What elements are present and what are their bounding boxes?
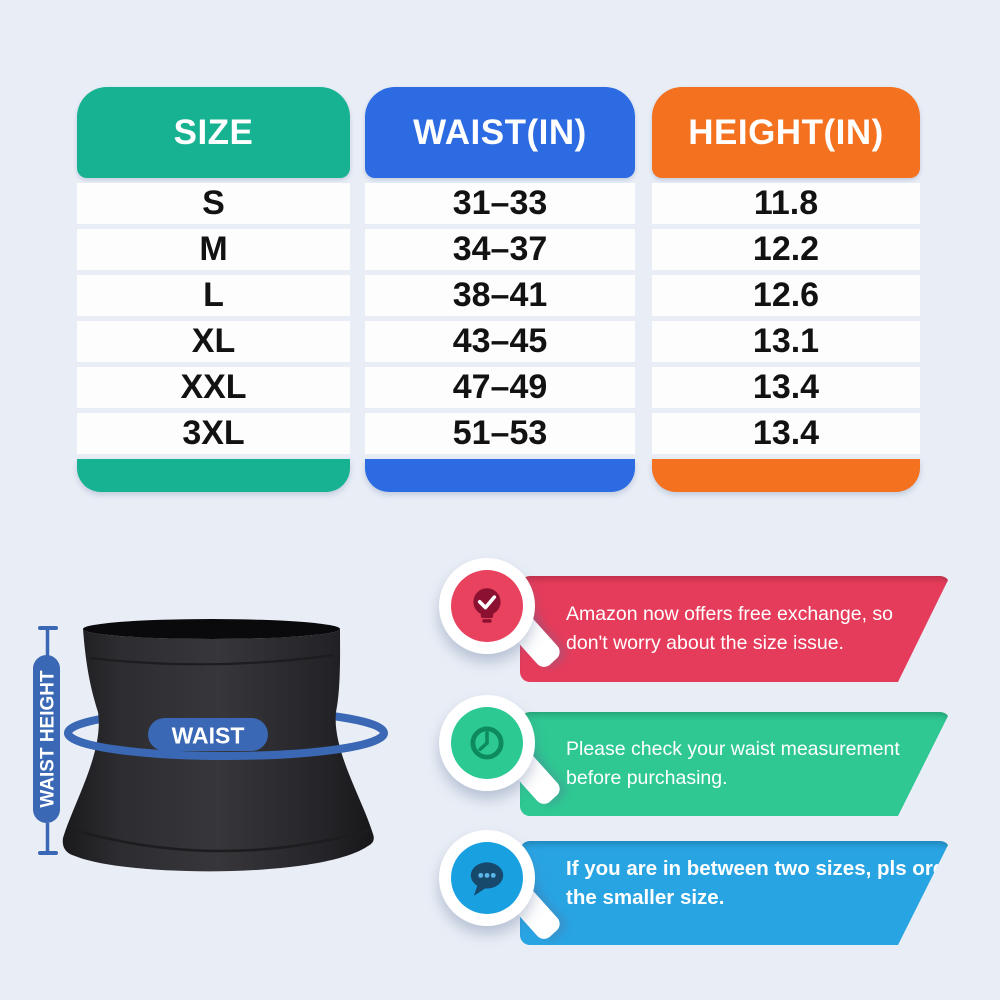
- tip-line: Amazon now offers free exchange, so: [566, 603, 893, 625]
- table-cell: XL: [77, 321, 350, 362]
- waist-trainer-illustration: WAIST WAIST HEIGHT: [20, 590, 450, 900]
- table-cell: 34–37: [365, 229, 635, 270]
- height-column: HEIGHT(IN) 11.8 12.2 12.6 13.1 13.4 13.4: [652, 87, 920, 492]
- tip-line: the smaller size.: [566, 886, 725, 909]
- waist-trainer-svg: WAIST WAIST HEIGHT: [33, 619, 388, 872]
- column-header-height: HEIGHT(IN): [652, 87, 920, 178]
- waist-ellipse-front: [64, 732, 388, 760]
- tip-banner-between-sizes: If you are in between two sizes, pls ord…: [520, 841, 950, 945]
- table-cell: 13.4: [652, 367, 920, 408]
- tip-badge-green: [439, 695, 564, 808]
- table-cell: L: [77, 275, 350, 316]
- table-cell: M: [77, 229, 350, 270]
- waist-trainer-top-seam: [89, 653, 335, 666]
- table-cell: 13.4: [652, 413, 920, 454]
- waist-column: WAIST(IN) 31–33 34–37 38–41 43–45 47–49 …: [365, 87, 635, 492]
- waist-height-ruler: WAIST HEIGHT: [33, 626, 60, 855]
- table-cell: 3XL: [77, 413, 350, 454]
- tip-badge-red: [439, 558, 564, 671]
- waist-height-label: WAIST HEIGHT: [37, 670, 58, 808]
- waist-trainer-bottom-seam: [66, 826, 371, 853]
- tip-banner-free-exchange: Amazon now offers free exchange, so don'…: [520, 576, 950, 682]
- size-column: SIZE S M L XL XXL 3XL: [77, 87, 350, 492]
- tip-badge-blue: [439, 830, 564, 943]
- waist-trainer-opening: [83, 619, 340, 639]
- tip-line: If you are in between two sizes, pls ord…: [566, 857, 965, 880]
- table-cell: 47–49: [365, 367, 635, 408]
- column-header-waist: WAIST(IN): [365, 87, 635, 178]
- table-cell: 12.6: [652, 275, 920, 316]
- tip-line: before purchasing.: [566, 767, 728, 789]
- column-footer-waist: [365, 459, 635, 492]
- table-cell: S: [77, 183, 350, 224]
- table-cell: 31–33: [365, 183, 635, 224]
- waist-height-capsule: [33, 655, 60, 823]
- table-cell: 11.8: [652, 183, 920, 224]
- table-cell: 43–45: [365, 321, 635, 362]
- waist-label-pill: [148, 718, 268, 751]
- table-cell: 38–41: [365, 275, 635, 316]
- tip-banner-check-measurement: Please check your waist measurement befo…: [520, 712, 950, 816]
- chat-dots-icon: [470, 862, 504, 896]
- waist-label: WAIST: [172, 722, 245, 748]
- table-cell: 13.1: [652, 321, 920, 362]
- lightbulb-check-icon: [473, 588, 501, 623]
- table-cell: 51–53: [365, 413, 635, 454]
- column-header-size: SIZE: [77, 87, 350, 178]
- column-footer-size: [77, 459, 350, 492]
- column-footer-height: [652, 459, 920, 492]
- clock-icon: [470, 726, 504, 760]
- tip-line: don't worry about the size issue.: [566, 632, 844, 654]
- tip-line: Please check your waist measurement: [566, 738, 900, 760]
- table-cell: XXL: [77, 367, 350, 408]
- table-cell: 12.2: [652, 229, 920, 270]
